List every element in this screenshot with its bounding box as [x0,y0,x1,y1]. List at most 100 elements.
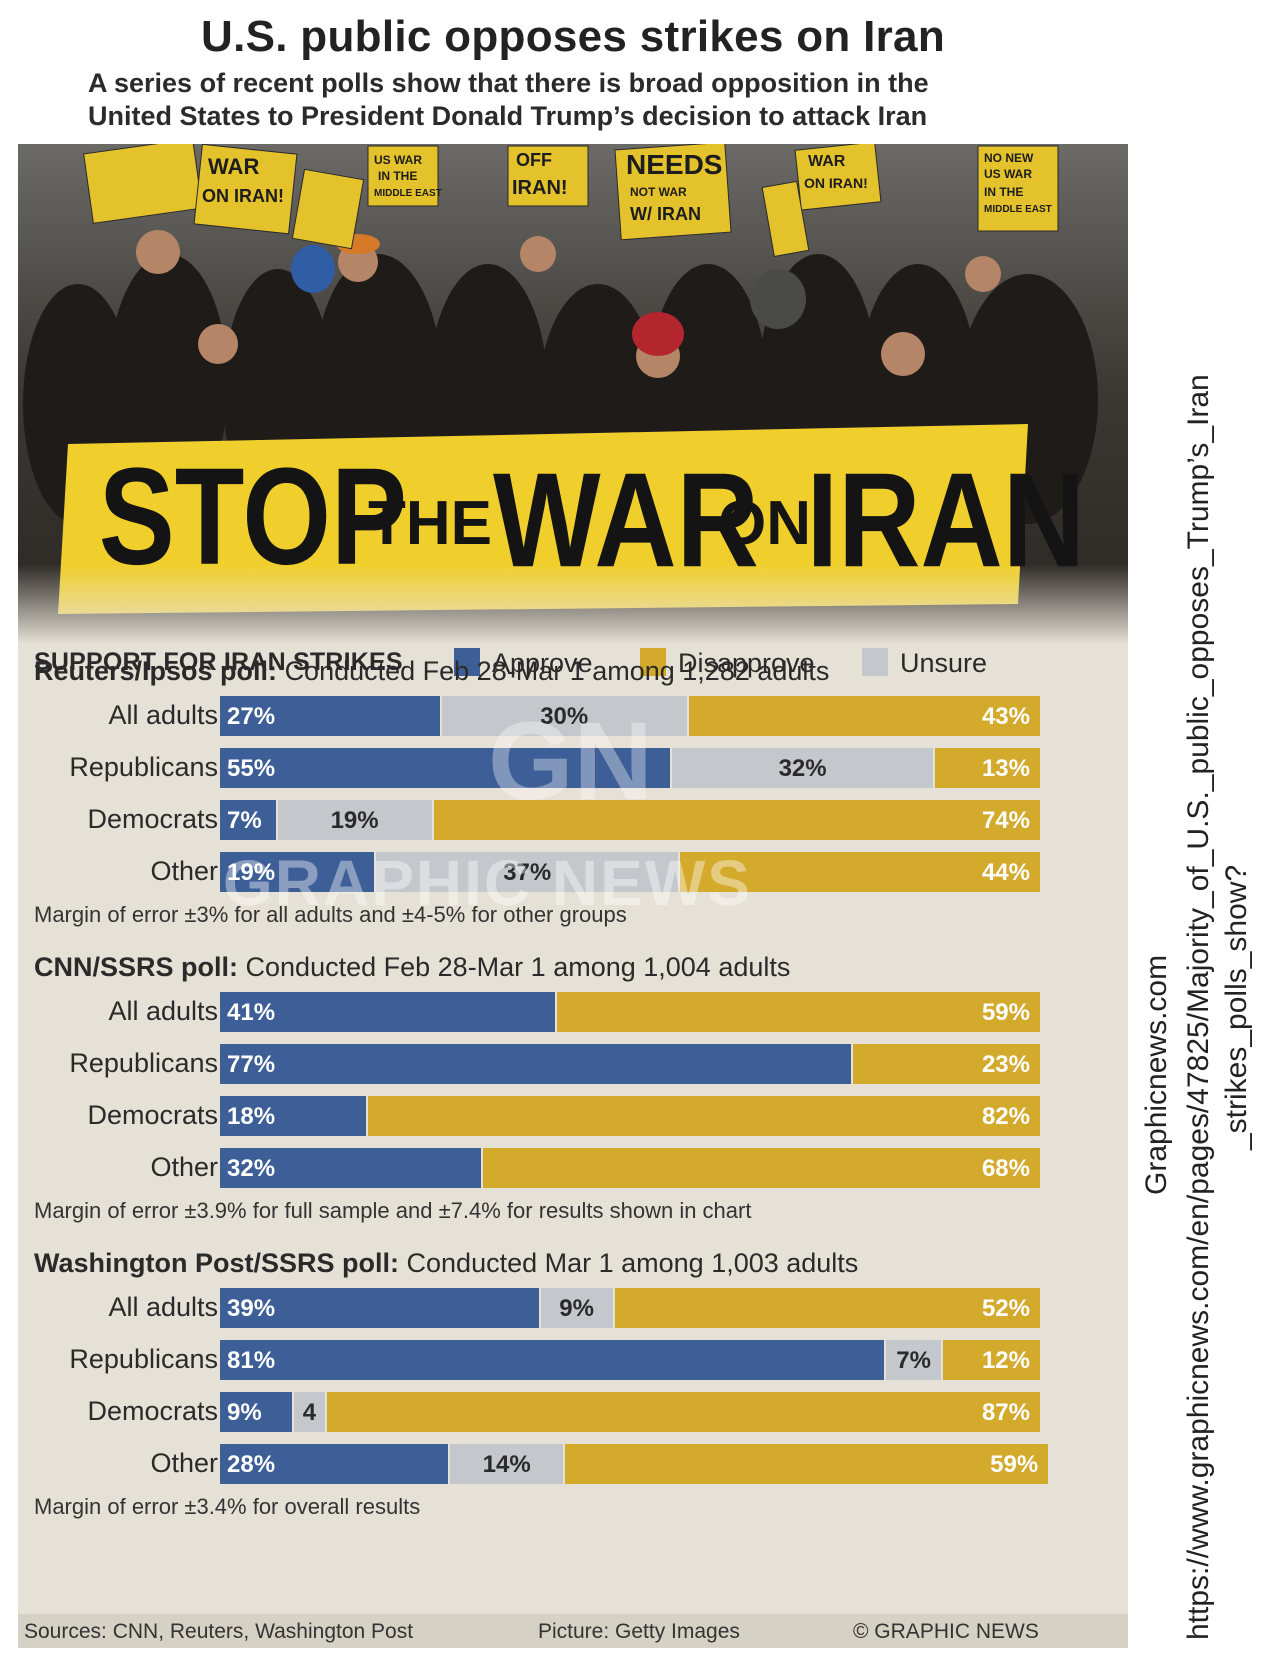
banner-word-on: ON [718,489,811,558]
footer: Sources: CNN, Reuters, Washington Post P… [18,1614,1128,1648]
legend-swatch-disapprove [640,648,666,676]
poll-description: Conducted Feb 28-Mar 1 among 1,282 adult… [284,656,830,686]
svg-text:MIDDLE EAST: MIDDLE EAST [374,188,442,199]
bar-value-label: 18% [227,1103,276,1130]
bar-value-label: 9% [559,1295,594,1322]
legend-label-disapprove: Disapprove [678,648,815,678]
side-caption-line-1: Graphicnews.com [1140,954,1173,1195]
bar-approve: 39% [220,1288,539,1328]
side-caption: Graphicnews.com https://www.graphicnews.… [1130,10,1253,1650]
poll-name: Reuters/Ipsos poll: [34,656,278,686]
legend-swatch-unsure [862,648,888,676]
bar-approve: 55% [220,748,671,788]
footer-sources: Sources: CNN, Reuters, Washington Post [24,1620,414,1643]
bar-value-label: 4 [302,1399,317,1426]
row-label: Other [150,1448,218,1478]
row-label: Other [150,1152,218,1182]
svg-text:OFF: OFF [516,150,552,170]
svg-text:WAR: WAR [808,153,846,170]
bar-disapprove: 13% [935,748,1040,788]
side-caption-line-3: _strikes_polls_show? [1220,864,1253,1150]
bar-approve: 81% [220,1340,884,1380]
bar-value-label: 14% [482,1451,531,1478]
bar-approve: 18% [220,1096,366,1136]
bar-value-label: 37% [503,859,552,886]
bar-unsure: 9% [540,1288,613,1328]
bar-value-label: 41% [227,999,276,1026]
legend-label-unsure: Unsure [900,648,988,678]
row-label: Democrats [87,804,218,834]
poll-header-1: Reuters/Ipsos poll: Conducted Feb 28-Mar… [34,656,829,687]
bar-value-label: 27% [227,703,276,730]
bar-disapprove: 12% [943,1340,1040,1380]
svg-text:US WAR: US WAR [984,167,1032,181]
bar-approve: 41% [220,992,556,1032]
bar-value-label: 44% [981,859,1030,886]
bar-approve: 9% [220,1392,292,1432]
poll-description: Conducted Feb 28-Mar 1 among 1,004 adult… [245,952,791,982]
svg-text:ON IRAN!: ON IRAN! [804,175,868,191]
margin-of-error-note: Margin of error ±3.9% for full sample an… [34,1198,752,1223]
svg-text:US WAR: US WAR [374,153,422,167]
bar-value-label: 12% [981,1347,1030,1374]
bar-disapprove: 23% [852,1044,1040,1084]
bar-unsure: 32% [672,748,934,788]
subtitle-line-1: A series of recent polls show that there… [88,68,929,98]
bar-disapprove: 87% [326,1392,1040,1432]
bar-approve: 32% [220,1148,482,1188]
svg-text:MIDDLE EAST: MIDDLE EAST [984,204,1052,215]
bar-value-label: 7% [227,807,262,834]
bar-value-label: 77% [227,1051,276,1078]
bar-value-label: 32% [778,755,827,782]
protest-photo: WAR ON IRAN! OFF IRAN! NEEDS NOT WAR W/ … [18,144,1128,644]
bar-disapprove: 74% [433,800,1040,840]
bar-approve: 7% [220,800,276,840]
bar-unsure: 4 [293,1392,325,1432]
row-label: Republicans [69,1344,218,1374]
bar-disapprove: 82% [367,1096,1040,1136]
bar-value-label: 52% [981,1295,1030,1322]
legend-label-approve: Approve [492,648,593,678]
bar-approve: 27% [220,696,440,736]
bar-value-label: 7% [896,1347,931,1374]
legend-title: SUPPORT FOR IRAN STRIKES [34,648,403,676]
svg-text:IN THE: IN THE [984,185,1023,199]
bar-value-label: 74% [981,807,1030,834]
bar-value-label: 32% [227,1155,276,1182]
bar-unsure: 19% [277,800,432,840]
bar-disapprove: 59% [565,1444,1049,1484]
svg-text:W/ IRAN: W/ IRAN [630,204,701,224]
bar-value-label: 68% [981,1155,1030,1182]
subtitle-line-2: United States to President Donald Trump’… [88,101,928,131]
bar-disapprove: 43% [688,696,1040,736]
hats [291,234,806,356]
row-label: Republicans [69,1048,218,1078]
protest-signs [83,144,1059,257]
bar-approve: 28% [220,1444,449,1484]
legend-swatch-approve [454,648,480,676]
faces [136,230,1001,378]
row-label: Democrats [87,1100,218,1130]
row-label: Democrats [87,1396,218,1426]
margin-of-error-note: Margin of error ±3% for all adults and ±… [34,902,627,927]
footer-copyright: © GRAPHIC NEWS [853,1620,1039,1643]
footer-picture-credit: Picture: Getty Images [538,1620,740,1643]
bar-value-label: 81% [227,1347,276,1374]
bar-approve: 77% [220,1044,851,1084]
bar-disapprove: 68% [483,1148,1040,1188]
row-label: Other [150,856,218,886]
bar-disapprove: 44% [680,852,1040,892]
sign-text: WAR ON IRAN! OFF IRAN! NEEDS NOT WAR W/ … [202,149,1052,224]
svg-text:IN THE: IN THE [378,169,417,183]
bar-value-label: 59% [990,1451,1039,1478]
margin-of-error-note: Margin of error ±3.4% for overall result… [34,1494,421,1519]
bar-value-label: 55% [227,755,276,782]
bar-unsure: 37% [376,852,679,892]
svg-text:ON IRAN!: ON IRAN! [202,186,284,206]
bar-value-label: 43% [981,703,1030,730]
poll-name: CNN/SSRS poll: [34,952,239,982]
row-label: Republicans [69,752,218,782]
bar-value-label: 23% [981,1051,1030,1078]
bar-value-label: 59% [981,999,1030,1026]
svg-text:WAR: WAR [208,154,259,179]
